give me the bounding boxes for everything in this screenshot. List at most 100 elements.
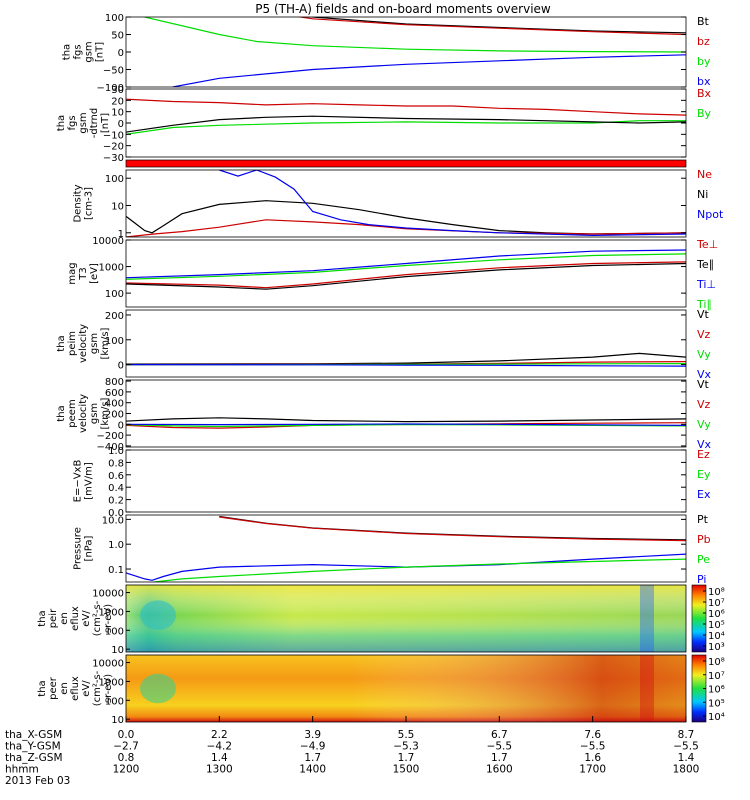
spectrogram-blob [140, 600, 176, 630]
ytick-label: 30 [111, 85, 124, 96]
ylabel-line: eV/ [81, 680, 92, 697]
ylabel-line: tha [62, 44, 73, 60]
colorbar-tick-label: 10⁴ [708, 712, 725, 723]
xaxis-value: −5.5 [487, 741, 513, 753]
legend-label: Ex [697, 488, 711, 501]
ylabel-line: [nT] [95, 42, 106, 62]
ytick-label: 0.8 [108, 458, 124, 469]
ylabel-line: eflux [70, 606, 81, 631]
panel-background [126, 450, 686, 512]
panel-fgs-gsm: 100 50 0 −50 −100 tha fgs gsm [nT] Bt bz by bx [62, 13, 711, 94]
ytick-label: 20 [111, 96, 124, 107]
legend-label: Ti∥ [696, 298, 712, 311]
ylabel-line: velocity [78, 324, 89, 363]
panel-efield: 1.00.8 0.60.4 0.20.0 E=−VxB [mV/m] Ez Ey Ex [73, 446, 711, 519]
ytick-label: 1000 [99, 677, 124, 688]
ylabel-line: [nPa] [84, 535, 95, 561]
xaxis-value: 3.9 [304, 729, 321, 741]
ylabel-line: gsm [89, 403, 100, 424]
legend-label: Bt [697, 15, 710, 28]
panel-frame [125, 514, 687, 583]
xaxis-value: 5.5 [398, 729, 415, 741]
ytick-label: 400 [105, 399, 124, 410]
legend-label: Vx [697, 438, 712, 451]
ytick-label: 100 [105, 626, 124, 637]
ylabel-line: [mV/m] [84, 462, 95, 500]
colorbar-tick-label: 10³ [708, 642, 725, 653]
spectrogram-blob [140, 673, 176, 704]
xaxis-value: 1.6 [584, 752, 601, 764]
legend-label: Ez [697, 448, 710, 461]
ytick-label: 1000 [99, 607, 124, 618]
xaxis-value: 0.0 [118, 729, 135, 741]
xaxis-row-label: hhmm [5, 764, 39, 776]
xaxis-value: 1.7 [491, 752, 508, 764]
legend-label: bz [697, 35, 710, 48]
legend-label: Vz [697, 328, 711, 341]
legend-label: Vy [697, 418, 711, 431]
legend-label: Te⊥ [696, 238, 718, 251]
series-line-Tepar [126, 262, 686, 290]
ylabel-line: (cm²-s- [92, 670, 103, 706]
ylabel-line: peem [67, 399, 78, 427]
legend-label: Pi [697, 573, 706, 586]
xaxis-value: 6.7 [491, 729, 508, 741]
ylabel-line: velocity [78, 394, 89, 433]
panel-frame [125, 239, 687, 308]
panel-frame [125, 16, 687, 88]
xaxis-value: −5.5 [673, 741, 699, 753]
panel-temperature: 10000 1000 100 mag T3 [eV] Te⊥ Te∥ Ti⊥ Ti∥ [67, 236, 718, 311]
ytick-label: 0.0 [108, 508, 124, 519]
ytick-label: 50 [111, 31, 124, 42]
xaxis-value: 1400 [299, 764, 326, 776]
series-line-Tipar [126, 253, 686, 280]
ytick-label: −10 [103, 130, 124, 141]
ylabel-line: mag [67, 262, 78, 284]
legend-label: bx [697, 75, 711, 88]
panel-background [126, 515, 686, 582]
ytick-label: 100 [105, 696, 124, 707]
colorbar-tick-label: 10⁷ [708, 671, 725, 682]
legend-label: Vt [697, 308, 710, 321]
ylabel-line: en [59, 682, 70, 695]
series-line-Vx [126, 364, 686, 367]
status-bar [126, 160, 686, 167]
ylabel-line: eflux [70, 676, 81, 701]
ylabel-line: peir [48, 608, 59, 628]
ylabel-line: Pressure [73, 527, 84, 570]
series-line-Npot [219, 170, 686, 237]
series-line-Tiperp [126, 249, 686, 279]
legend-label: Bx [697, 87, 712, 100]
xaxis-value: 7.6 [584, 729, 601, 741]
ytick-label: −200 [97, 431, 124, 442]
series-line-By [126, 120, 686, 135]
ytick-label: 1 [118, 229, 124, 240]
ytick-label: 10 [111, 108, 124, 119]
ytick-label: 100 [105, 289, 124, 300]
spectrogram-shade [126, 585, 686, 652]
xaxis-value: 1700 [579, 764, 606, 776]
panel-peer-en-eflux: 10⁸ 10⁷ 10⁶ 10⁵ 10⁴ 10000 1000 100 10 tha peer en ef… [37, 654, 725, 726]
ytick-label: 100 [105, 336, 124, 347]
status-bar-frame [125, 159, 687, 168]
series-line-Vt [126, 417, 686, 423]
xaxis-row-label: tha_Y-GSM [5, 741, 61, 753]
legend-label: Vz [697, 398, 711, 411]
xaxis-row-label: tha_X-GSM [5, 729, 62, 741]
ylabel-line: tha [37, 610, 48, 626]
ytick-label: 200 [105, 311, 124, 322]
series-line-bz [296, 17, 686, 36]
xaxis-value: 1500 [393, 764, 420, 776]
panel-density: 100 10 1 Density [cm-3] Ne Ni Npot [73, 168, 724, 240]
xaxis-value: −2.7 [113, 741, 139, 753]
colorbar-tick-label: 10⁶ [708, 685, 725, 696]
ylabel-line: [km/s] [100, 327, 111, 359]
series-line-Ni [126, 200, 686, 235]
xaxis-value: 1600 [486, 764, 513, 776]
panel-background [126, 170, 686, 237]
panel-background [126, 310, 686, 377]
ytick-label: 1000 [99, 263, 124, 274]
